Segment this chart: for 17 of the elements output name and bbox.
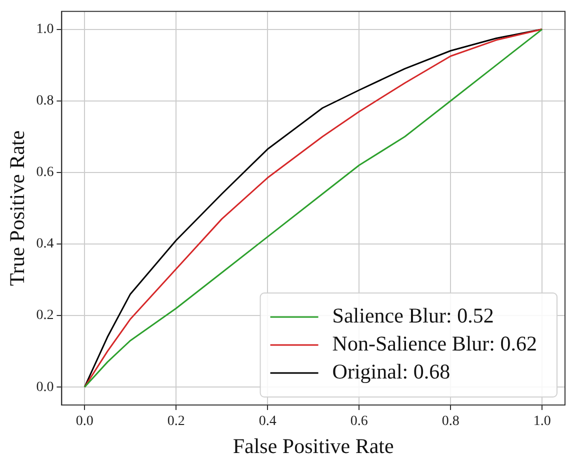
legend-label: Original: 0.68 (332, 360, 450, 384)
y-tick-label: 0.4 (36, 236, 54, 252)
y-tick-label: 1.0 (36, 22, 54, 37)
y-tick-label: 0.6 (36, 165, 54, 180)
y-tick-label: 0.2 (36, 308, 54, 324)
legend-label: Salience Blur: 0.52 (332, 304, 494, 328)
x-tick-label: 0.8 (442, 414, 460, 430)
legend-label: Non-Salience Blur: 0.62 (332, 332, 538, 356)
y-tick-label: 0.0 (36, 380, 54, 395)
x-tick-label: 0.4 (258, 414, 276, 430)
y-axis-title: True Positive Rate (5, 130, 30, 286)
x-tick-label: 1.0 (533, 414, 551, 430)
x-tick-label: 0.0 (76, 414, 94, 430)
y-tick-label: 0.8 (36, 94, 54, 109)
x-axis-title: False Positive Rate (232, 434, 394, 458)
x-tick-label: 0.2 (167, 414, 185, 430)
x-tick-label: 0.6 (350, 414, 368, 430)
